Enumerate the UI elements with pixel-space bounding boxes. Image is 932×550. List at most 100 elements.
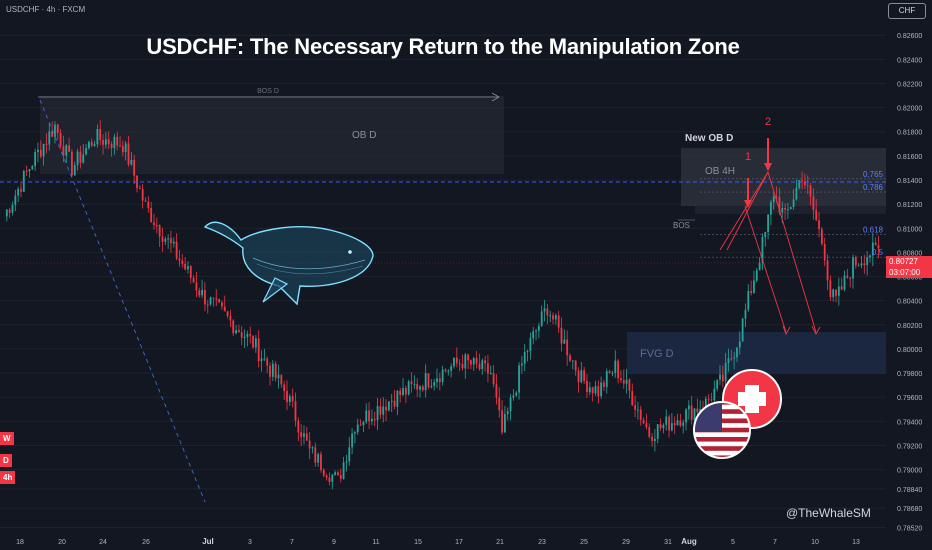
- candle: [628, 378, 631, 399]
- bos-arrow: [491, 92, 500, 102]
- candle: [320, 451, 322, 473]
- y-tick-label: 0.82200: [897, 81, 922, 88]
- candle: [257, 330, 260, 368]
- timeframe-w[interactable]: W: [0, 432, 14, 445]
- candle: [874, 237, 877, 246]
- zone-label: FVG D: [640, 348, 674, 360]
- candle: [770, 199, 772, 226]
- y-tick-label: 0.79000: [897, 468, 922, 475]
- candle: [348, 436, 351, 466]
- y-tick-label: 0.82600: [897, 33, 922, 40]
- candle: [594, 380, 597, 396]
- candle: [147, 196, 150, 213]
- candle: [571, 360, 574, 370]
- candle: [843, 270, 846, 292]
- candle: [427, 373, 430, 390]
- candle: [102, 134, 104, 155]
- candle: [178, 249, 181, 267]
- candle: [73, 161, 76, 176]
- candle: [803, 173, 806, 189]
- candle: [153, 213, 155, 230]
- candle: [243, 329, 246, 348]
- candle: [784, 203, 786, 221]
- candle: [305, 426, 308, 442]
- candle: [317, 452, 320, 467]
- candle: [430, 379, 433, 389]
- candle: [20, 181, 22, 198]
- y-tick-label: 0.78520: [897, 526, 922, 533]
- candle: [127, 135, 130, 167]
- candle: [504, 405, 506, 433]
- candle: [767, 214, 769, 240]
- candle: [537, 322, 540, 339]
- candle: [818, 212, 820, 238]
- candle: [693, 407, 696, 421]
- candle: [447, 368, 450, 376]
- candle: [68, 137, 70, 152]
- candle: [467, 353, 470, 370]
- candle: [806, 175, 809, 194]
- candle: [198, 287, 201, 298]
- candle: [107, 131, 110, 150]
- candle: [648, 423, 651, 439]
- candle: [252, 335, 254, 349]
- candle: [724, 352, 727, 391]
- candle: [99, 120, 102, 146]
- candle: [501, 400, 503, 435]
- bos-mid-label: BOS: [673, 221, 690, 230]
- candle: [175, 233, 178, 261]
- candle: [543, 299, 546, 322]
- candle: [121, 140, 124, 157]
- candle: [515, 390, 518, 397]
- candle: [311, 446, 314, 454]
- candle: [421, 384, 424, 392]
- y-tick-label: 0.80600: [897, 275, 922, 282]
- candle: [308, 432, 311, 460]
- candle: [351, 428, 353, 455]
- candle: [260, 350, 263, 372]
- candle: [583, 366, 586, 384]
- currency-button[interactable]: CHF: [888, 3, 926, 19]
- candle: [368, 401, 370, 430]
- timeframe-4h[interactable]: 4h: [0, 471, 16, 484]
- candle: [93, 140, 96, 147]
- candle: [512, 389, 515, 401]
- candle: [359, 419, 362, 426]
- candle: [738, 331, 741, 355]
- candle: [71, 149, 73, 177]
- candle: [54, 121, 56, 144]
- candle: [569, 353, 571, 363]
- candle: [518, 362, 520, 400]
- candle: [110, 141, 113, 157]
- projection-path-1: [744, 205, 787, 333]
- y-tick-label: 0.80800: [897, 250, 922, 257]
- candle: [288, 393, 291, 406]
- zones-layer: OB D OB 4H FVG D: [40, 96, 886, 374]
- candle: [413, 375, 416, 390]
- candle: [11, 201, 14, 216]
- candle: [532, 326, 535, 345]
- candle: [240, 326, 243, 346]
- candle: [478, 353, 481, 371]
- candles-layer: [5, 120, 880, 490]
- x-tick-label: 13: [852, 539, 860, 546]
- candle: [495, 374, 498, 405]
- candle: [96, 124, 99, 148]
- candle: [801, 171, 803, 190]
- candle: [687, 400, 690, 420]
- candle: [489, 365, 492, 375]
- candle: [665, 409, 668, 431]
- candle: [631, 383, 634, 406]
- flags: [693, 369, 782, 459]
- timeframe-d[interactable]: D: [0, 454, 12, 467]
- candle: [812, 188, 815, 220]
- candle: [45, 133, 48, 154]
- candle: [215, 289, 218, 307]
- candle: [795, 179, 798, 201]
- candle: [455, 347, 458, 368]
- candle: [396, 390, 399, 416]
- candle: [130, 152, 133, 166]
- candle: [789, 206, 792, 210]
- candle: [322, 468, 325, 478]
